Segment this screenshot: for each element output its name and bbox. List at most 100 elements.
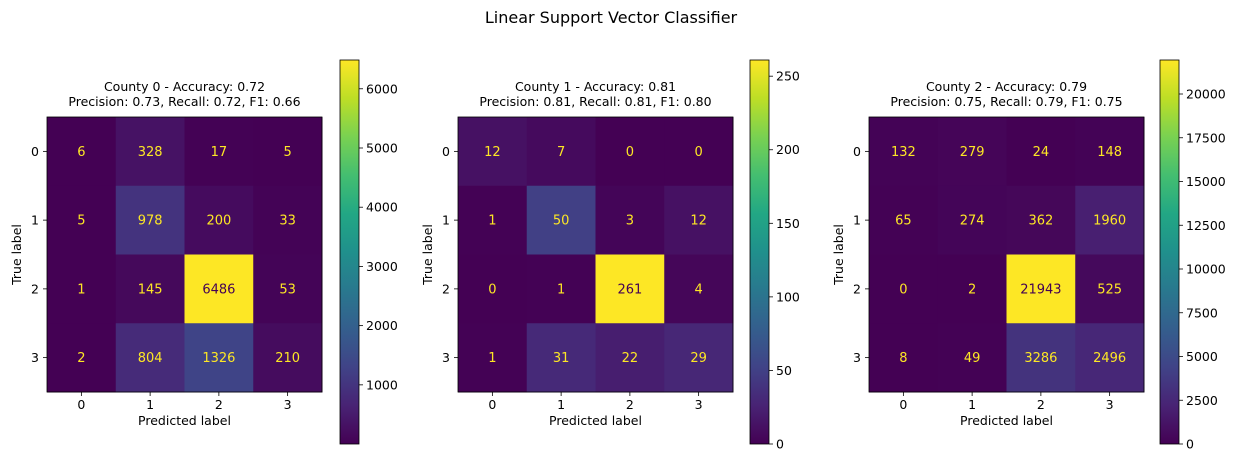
- figure-title: Linear Support Vector Classifier: [485, 8, 738, 27]
- panel-subtitle: Precision: 0.75, Recall: 0.79, F1: 0.75: [890, 94, 1122, 109]
- y-tick-label: 2: [853, 281, 861, 296]
- y-tick-label: 0: [31, 144, 39, 159]
- panel-title: County 1 - Accuracy: 0.81: [515, 79, 676, 94]
- x-axis-label: Predicted label: [549, 413, 642, 428]
- cell-value-label: 328: [138, 145, 163, 160]
- colorbar: [1159, 59, 1180, 445]
- cell-value-label: 0: [694, 145, 702, 160]
- x-tick-label: 2: [1037, 397, 1045, 412]
- cell-value-label: 210: [275, 351, 300, 366]
- axes-frame: [868, 116, 1145, 393]
- cell-value-label: 1: [488, 214, 496, 229]
- cell-value-label: 279: [960, 145, 985, 160]
- cell-value-label: 53: [279, 282, 296, 297]
- y-tick-label: 3: [853, 350, 861, 365]
- matrix-cell: [664, 185, 734, 255]
- axes-frame: [457, 116, 734, 393]
- colorbar-tick-label: 17500: [1186, 130, 1226, 145]
- matrix-cell: [47, 185, 117, 255]
- y-tick-label: 2: [31, 281, 39, 296]
- y-axis-label: True label: [9, 224, 24, 286]
- cell-value-label: 65: [895, 214, 912, 229]
- colorbar-tick-label: 250: [776, 69, 800, 84]
- matrix-cell: [937, 254, 1007, 324]
- matrix-cell: [937, 117, 1007, 187]
- colorbar-tick-label: 2000: [366, 318, 398, 333]
- x-tick-label: 1: [146, 397, 154, 412]
- matrix-cell: [869, 323, 939, 393]
- matrix-cell: [115, 254, 185, 324]
- colorbar: [749, 59, 770, 445]
- cell-value-label: 145: [138, 282, 163, 297]
- colorbar-tick-label: 2500: [1186, 393, 1218, 408]
- x-tick-label: 1: [557, 397, 565, 412]
- matrix-cell: [458, 323, 528, 393]
- cell-value-label: 5: [283, 145, 291, 160]
- cell-value-label: 978: [138, 214, 163, 229]
- y-axis-label: True label: [420, 224, 435, 286]
- cell-value-label: 804: [138, 351, 163, 366]
- cell-value-label: 0: [899, 282, 907, 297]
- cell-value-label: 132: [891, 145, 916, 160]
- matrix-cell: [595, 254, 665, 324]
- colorbar-tick-label: 3000: [366, 259, 398, 274]
- cell-value-label: 24: [1033, 145, 1050, 160]
- matrix-cell: [115, 323, 185, 393]
- cell-value-label: 50: [553, 214, 570, 229]
- cell-value-label: 29: [690, 351, 707, 366]
- y-tick-label: 1: [853, 213, 861, 228]
- cell-value-label: 21943: [1020, 282, 1061, 297]
- matrix-cell: [1075, 185, 1145, 255]
- x-axis-label: Predicted label: [960, 413, 1053, 428]
- cell-value-label: 7: [557, 145, 565, 160]
- colorbar-tick-label: 20000: [1186, 87, 1226, 102]
- x-tick-label: 0: [488, 397, 496, 412]
- cell-value-label: 3286: [1024, 351, 1057, 366]
- cell-value-label: 2: [968, 282, 976, 297]
- colorbar-tick-label: 5000: [1186, 349, 1218, 364]
- cell-value-label: 0: [626, 145, 634, 160]
- colorbar-tick-label: 10000: [1186, 262, 1226, 277]
- matrix-cell: [253, 117, 323, 187]
- matrix-cell: [595, 185, 665, 255]
- matrix-cell: [47, 323, 117, 393]
- colorbar-tick-label: 0: [1186, 437, 1194, 452]
- matrix-cell: [115, 117, 185, 187]
- cell-value-label: 49: [964, 351, 981, 366]
- x-tick-label: 0: [899, 397, 907, 412]
- cell-value-label: 6486: [202, 282, 235, 297]
- cell-value-label: 525: [1097, 282, 1122, 297]
- cell-value-label: 12: [484, 145, 501, 160]
- colorbar-tick-label: 7500: [1186, 305, 1218, 320]
- y-tick-label: 0: [853, 144, 861, 159]
- matrix-cell: [869, 185, 939, 255]
- cell-value-label: 22: [622, 351, 639, 366]
- cell-value-label: 0: [488, 282, 496, 297]
- matrix-cell: [937, 323, 1007, 393]
- y-tick-label: 0: [442, 144, 450, 159]
- matrix-cell: [1006, 117, 1076, 187]
- colorbar-tick-label: 50: [776, 363, 792, 378]
- matrix-cell: [184, 117, 254, 187]
- matrix-cell: [526, 117, 596, 187]
- colorbar-tick-label: 0: [776, 437, 784, 452]
- matrix-cell: [1006, 254, 1076, 324]
- cell-value-label: 362: [1028, 214, 1053, 229]
- panel-subtitle: Precision: 0.73, Recall: 0.72, F1: 0.66: [68, 94, 300, 109]
- matrix-cell: [184, 254, 254, 324]
- colorbar-tick-label: 1000: [366, 377, 398, 392]
- matrix-cell: [47, 254, 117, 324]
- y-tick-label: 3: [31, 350, 39, 365]
- matrix-cell: [184, 323, 254, 393]
- cell-value-label: 1326: [202, 351, 235, 366]
- matrix-cell: [664, 323, 734, 393]
- cell-value-label: 6: [77, 145, 85, 160]
- y-tick-label: 1: [442, 213, 450, 228]
- colorbar-tick-label: 4000: [366, 200, 398, 215]
- x-tick-label: 2: [626, 397, 634, 412]
- cell-value-label: 2496: [1093, 351, 1126, 366]
